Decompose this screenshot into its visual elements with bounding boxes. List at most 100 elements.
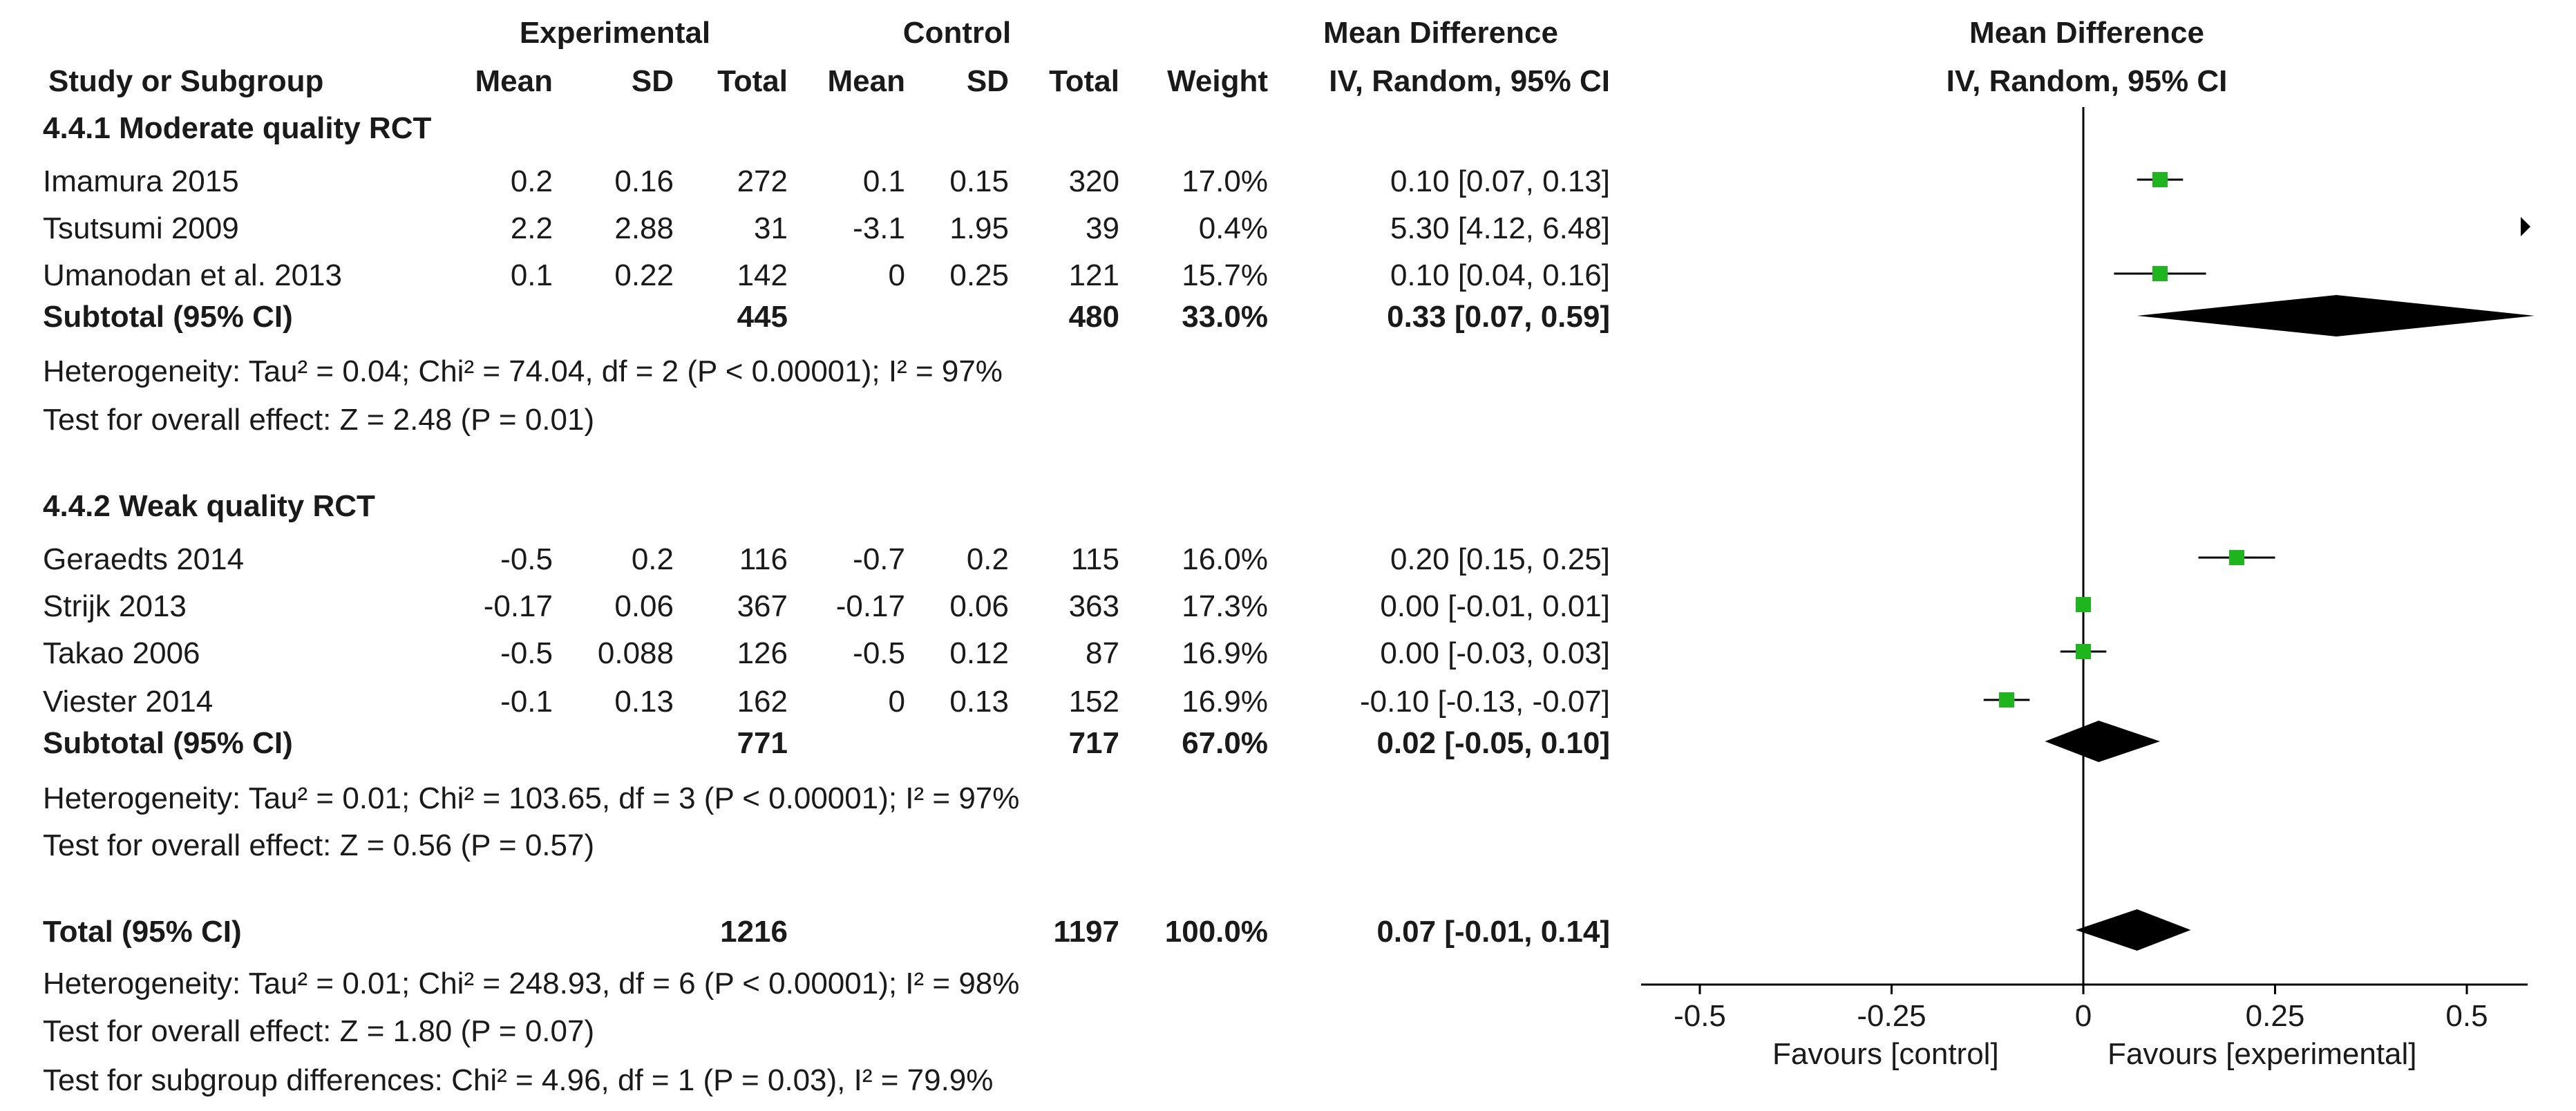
total-e: 142	[737, 258, 788, 292]
total-e: 126	[737, 636, 788, 670]
total-total-e: 1216	[720, 915, 788, 949]
subtotal-ci: 0.02 [-0.05, 0.10]	[1376, 726, 1610, 760]
subtotal-total-c: 717	[1068, 726, 1119, 760]
mean-c: -3.1	[853, 211, 905, 245]
sd-e: 0.06	[614, 589, 674, 623]
offscale-arrow-icon	[2521, 217, 2530, 236]
overall-effect-text: Test for overall effect: Z = 2.48 (P = 0…	[43, 403, 595, 437]
study-marker	[2137, 172, 2184, 187]
total-e: 116	[739, 542, 788, 576]
favours-control-label: Favours [control]	[1772, 1037, 1999, 1071]
weight: 16.9%	[1182, 636, 1268, 670]
ci: -0.10 [-0.13, -0.07]	[1360, 685, 1610, 719]
mean-e: -0.1	[500, 685, 553, 719]
weight-header: Weight	[1167, 64, 1268, 98]
subtotal-total-e: 771	[737, 726, 788, 760]
subtotal-ci: 0.33 [0.07, 0.59]	[1387, 300, 1610, 334]
study-name: Umanodan et al. 2013	[43, 258, 342, 292]
study-name: Takao 2006	[43, 636, 200, 670]
point-estimate	[2229, 550, 2244, 565]
total-overall-effect-text: Test for overall effect: Z = 1.80 (P = 0…	[43, 1014, 595, 1048]
sd-c-header: SD	[966, 64, 1009, 98]
total-c: 87	[1086, 636, 1119, 670]
sd-e: 0.13	[614, 685, 674, 719]
subtotal-label: Subtotal (95% CI)	[43, 300, 293, 334]
study-or-subgroup-header: Study or Subgroup	[48, 64, 324, 98]
ci: 0.10 [0.04, 0.16]	[1390, 258, 1610, 292]
study-marker	[2075, 597, 2092, 612]
heterogeneity-text: Heterogeneity: Tau² = 0.01; Chi² = 103.6…	[43, 781, 1020, 815]
study-marker	[2198, 550, 2275, 565]
total-ci: 0.07 [-0.01, 0.14]	[1376, 915, 1610, 949]
total-c: 121	[1068, 258, 1119, 292]
method-header: IV, Random, 95% CI	[1329, 64, 1610, 98]
plot-title: Mean Difference	[1969, 16, 2204, 50]
mean-c: -0.7	[853, 542, 905, 576]
group-title-2: 4.4.2 Weak quality RCT	[43, 489, 375, 523]
mean-c-header: Mean	[827, 64, 905, 98]
total-c: 39	[1086, 211, 1119, 245]
subtotal-total-e: 445	[737, 300, 788, 334]
point-estimate	[2076, 597, 2091, 612]
tick-label: 0.25	[2246, 999, 2305, 1033]
weight: 17.0%	[1182, 164, 1268, 198]
point-estimate	[1999, 692, 2014, 708]
sd-c: 1.95	[949, 211, 1009, 245]
weight: 15.7%	[1182, 258, 1268, 292]
study-marker	[2521, 217, 2530, 236]
summary-diamond	[2045, 721, 2160, 762]
sd-e: 0.22	[614, 258, 674, 292]
study-name: Imamura 2015	[43, 164, 239, 198]
sd-e: 0.16	[614, 164, 674, 198]
sd-c: 0.13	[949, 685, 1009, 719]
total-c: 320	[1068, 164, 1119, 198]
mean-e: -0.5	[500, 542, 553, 576]
subgroup-differences-text: Test for subgroup differences: Chi² = 4.…	[43, 1063, 994, 1097]
total-weight: 100.0%	[1164, 915, 1268, 949]
point-estimate	[2152, 266, 2168, 281]
total-total-c: 1197	[1053, 915, 1119, 949]
ci: 0.20 [0.15, 0.25]	[1390, 542, 1610, 576]
summary-diamond	[2137, 295, 2535, 336]
study-name: Tsutsumi 2009	[43, 211, 239, 245]
experimental-header: Experimental	[519, 16, 711, 50]
mean-c: 0.1	[862, 164, 905, 198]
tick-label: -0.5	[1674, 999, 1726, 1033]
total-c: 152	[1068, 685, 1119, 719]
favours-experimental-label: Favours [experimental]	[2108, 1037, 2417, 1071]
total-e-header: Total	[717, 64, 788, 98]
mean-e: 2.2	[510, 211, 553, 245]
study-name: Viester 2014	[43, 685, 214, 719]
total-heterogeneity-text: Heterogeneity: Tau² = 0.01; Chi² = 248.9…	[43, 967, 1020, 1000]
total-label: Total (95% CI)	[43, 915, 242, 949]
total-c-header: Total	[1049, 64, 1119, 98]
subtotal-weight: 33.0%	[1182, 300, 1268, 334]
mean-e: -0.17	[483, 589, 553, 623]
total-c: 115	[1070, 542, 1119, 576]
study-marker	[2114, 266, 2206, 281]
group-title-1: 4.4.1 Moderate quality RCT	[43, 111, 432, 145]
weight: 0.4%	[1198, 211, 1268, 245]
sd-e: 0.2	[631, 542, 674, 576]
point-estimate	[2152, 172, 2168, 187]
subtotal-weight: 67.0%	[1182, 726, 1268, 760]
subtotal-total-c: 480	[1068, 300, 1119, 334]
mean-c: 0	[888, 685, 905, 719]
weight: 16.9%	[1182, 685, 1268, 719]
study-marker	[2060, 644, 2107, 659]
sd-e: 2.88	[614, 211, 674, 245]
tick-label: -0.25	[1857, 999, 1926, 1033]
overall-effect-text: Test for overall effect: Z = 0.56 (P = 0…	[43, 828, 595, 862]
control-header: Control	[902, 16, 1012, 50]
sd-e-header: SD	[631, 64, 674, 98]
mean-difference-header: Mean Difference	[1323, 16, 1558, 50]
ci: 0.00 [-0.03, 0.03]	[1380, 636, 1610, 670]
sd-c: 0.15	[949, 164, 1009, 198]
total-c: 363	[1068, 589, 1119, 623]
tick-label: 0.5	[2445, 999, 2488, 1033]
mean-e: 0.2	[510, 164, 553, 198]
mean-c: -0.17	[835, 589, 905, 623]
sd-c: 0.06	[949, 589, 1009, 623]
total-e: 162	[737, 685, 788, 719]
